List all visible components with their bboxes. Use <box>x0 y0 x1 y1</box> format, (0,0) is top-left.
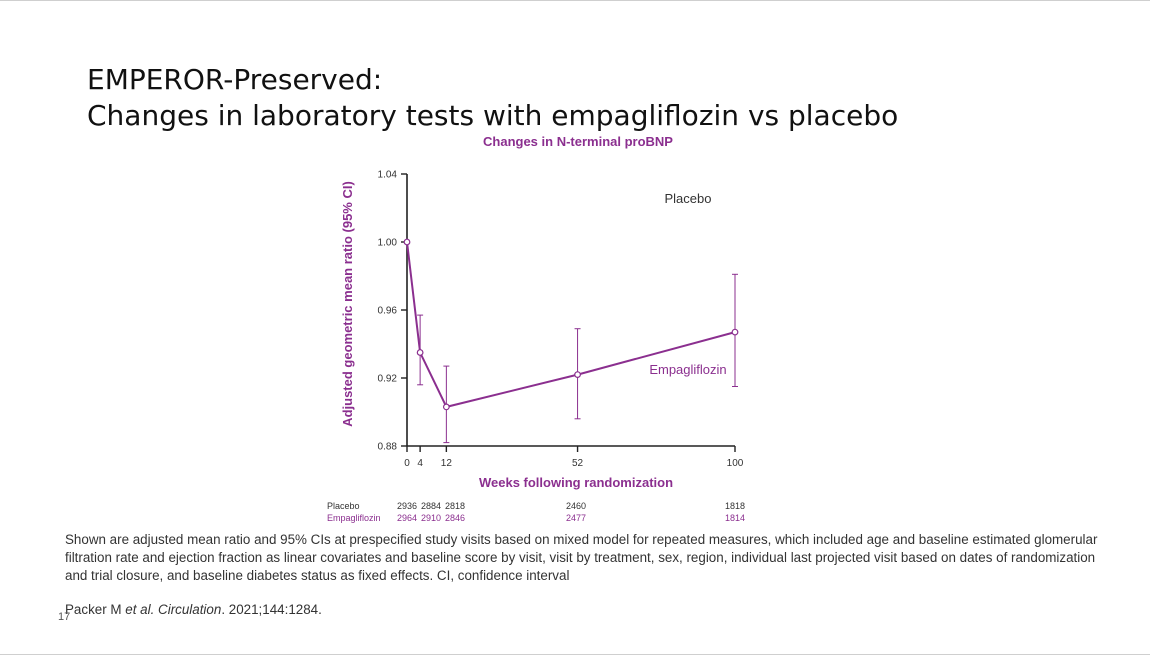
slide-top-border <box>0 0 1150 1</box>
at-risk-value: 2818 <box>445 501 465 511</box>
slide-bottom-border <box>0 654 1150 655</box>
y-axis-label: Adjusted geometric mean ratio (95% CI) <box>340 181 355 427</box>
citation-authors: Packer M <box>65 602 126 617</box>
x-tick-label: 0 <box>404 458 410 469</box>
data-point <box>403 238 411 246</box>
at-risk-row-label: Empagliflozin <box>327 513 381 523</box>
y-axis-ticks: 0.88 0.92 0.96 1.00 1.04 <box>378 170 407 453</box>
y-tick-label: 0.92 <box>378 374 398 385</box>
data-point <box>442 403 450 411</box>
at-risk-value: 2477 <box>566 513 586 523</box>
y-tick-label: 1.04 <box>378 170 398 181</box>
placebo-reference-label: Placebo <box>665 191 712 206</box>
x-tick-label: 100 <box>727 458 744 469</box>
x-tick-label: 52 <box>572 458 584 469</box>
x-axis-ticks: 0 4 12 52 100 <box>404 446 744 469</box>
slide-title: EMPEROR-Preserved: Changes in laboratory… <box>87 62 898 134</box>
empagliflozin-series-line <box>406 241 736 409</box>
data-point <box>574 371 581 379</box>
at-risk-value: 2846 <box>445 513 465 523</box>
y-tick-label: 0.88 <box>378 442 398 453</box>
slide-number: 17 <box>58 611 71 623</box>
at-risk-value: 1814 <box>725 513 745 523</box>
citation: Packer M et al. Circulation. 2021;144:12… <box>65 601 322 619</box>
at-risk-value: 1818 <box>725 501 745 511</box>
citation-journal: Circulation <box>158 602 222 617</box>
footnote: Shown are adjusted mean ratio and 95% CI… <box>65 532 1098 583</box>
x-tick-label: 4 <box>417 458 423 469</box>
empagliflozin-series-label: Empagliflozin <box>649 362 726 377</box>
citation-etal: et al. <box>125 602 155 617</box>
error-bars <box>417 273 738 444</box>
x-axis-label: Weeks following randomization <box>479 475 673 490</box>
slide-title-line-1: EMPEROR-Preserved: <box>87 63 383 96</box>
y-tick-label: 0.96 <box>378 306 398 317</box>
x-tick-label: 12 <box>441 458 453 469</box>
at-risk-row-label: Placebo <box>327 501 360 511</box>
y-tick-label: 1.00 <box>378 238 398 249</box>
at-risk-value: 2460 <box>566 501 586 511</box>
slide-title-line-2: Changes in laboratory tests with empagli… <box>87 99 899 132</box>
chart-title: Changes in N-terminal proBNP <box>483 134 673 149</box>
at-risk-value: 2964 <box>397 513 417 523</box>
data-point <box>731 328 739 336</box>
data-markers <box>403 238 739 411</box>
data-point <box>416 349 424 356</box>
citation-rest: . 2021;144:1284. <box>221 602 322 617</box>
at-risk-table: Placebo 2936 2884 2818 2460 1818 Empagliflozin… <box>327 501 745 523</box>
at-risk-value: 2884 <box>421 501 441 511</box>
at-risk-value: 2910 <box>421 513 441 523</box>
at-risk-value: 2936 <box>397 501 417 511</box>
probnp-chart: Changes in N-terminal proBNP Adjusted ge… <box>327 134 745 523</box>
